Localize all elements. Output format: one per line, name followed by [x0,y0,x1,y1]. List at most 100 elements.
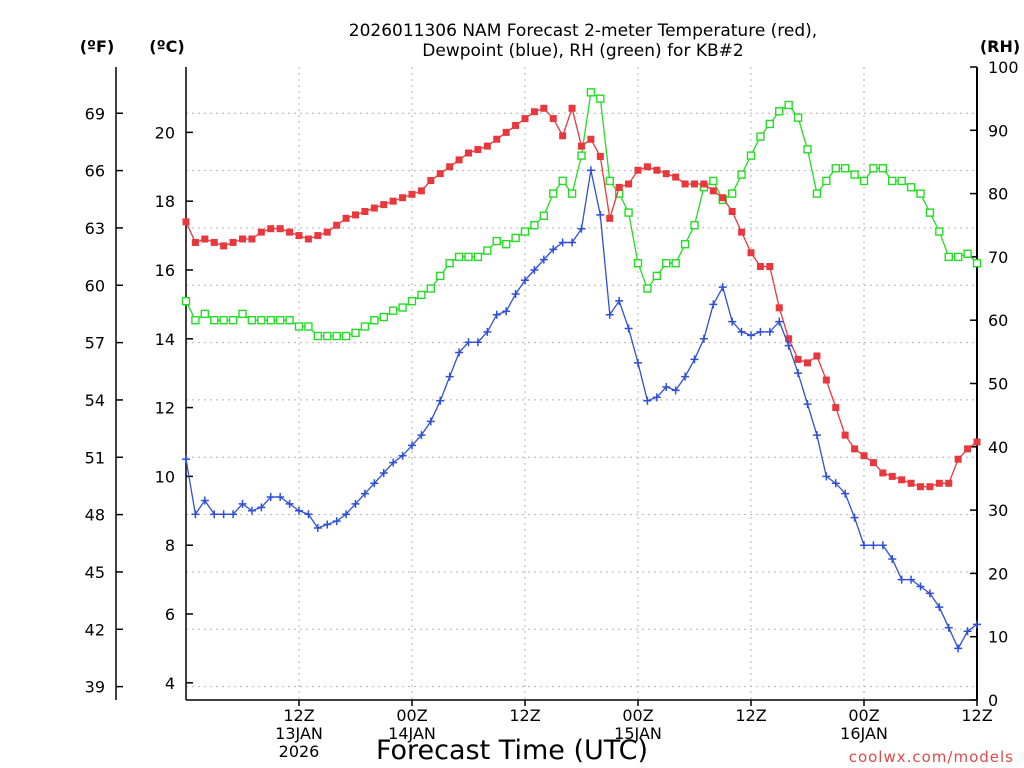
dewpoint-point [652,393,661,402]
temperature-point [417,187,425,195]
fahrenheit-tick-label: 66 [85,162,105,181]
rh-point [549,189,558,198]
dewpoint-point [436,396,445,405]
temperature-point [493,135,501,143]
rh-tick-label: 80 [988,185,1008,204]
dewpoint-point [568,238,577,247]
rh-tick-label: 50 [988,375,1008,394]
temperature-point [775,304,783,312]
rh-point [388,306,398,315]
rh-point [520,227,530,236]
rh-point [709,176,718,186]
rh-point [859,176,869,186]
fahrenheit-tick-label: 45 [85,563,105,582]
dewpoint-point [549,245,558,254]
temperature-point [935,479,943,487]
rh-tick-label: 0 [988,691,998,710]
temperature-point [455,156,463,164]
celsius-tick-label: 12 [155,399,175,418]
fahrenheit-tick-label: 54 [85,391,105,410]
dewpoint-point [530,265,539,274]
rh-tick-label: 100 [988,58,1019,77]
fahrenheit-tick-label: 51 [85,448,105,467]
rh-point [596,94,605,103]
dewpoint-point [295,506,303,515]
dewpoint-point [662,382,671,391]
dewpoint-point [379,468,388,477]
rh-point [417,290,426,300]
rh-point [398,303,407,312]
dewpoint-point [728,317,737,326]
rh-point [869,164,878,173]
temperature-point [408,190,416,198]
temperature-point [483,142,491,150]
dewpoint-point [681,372,690,381]
rh-point [916,189,925,198]
temperature-point [851,445,859,453]
rh-point [944,252,953,262]
temperature-point [606,214,614,222]
temperature-point [380,201,388,209]
temperature-point [239,235,246,243]
rh-point [935,227,944,236]
celsius-unit-label: (ºC) [149,37,184,56]
rh-point [605,176,614,186]
dewpoint-point [794,369,803,378]
title-line-1: 2026011306 NAM Forecast 2-meter Temperat… [349,21,817,41]
x-tick-label: 15JAN [614,724,662,743]
celsius-tick-label: 14 [155,330,175,349]
temperature-point [549,115,557,123]
dewpoint-point [718,283,727,292]
rh-point [407,297,417,306]
temperature-point [530,108,538,116]
temperature-point [182,218,190,226]
temperature-point [766,263,774,271]
rh-point [351,328,360,338]
rh-point [238,309,247,319]
dewpoint-point [954,644,963,653]
temperature-point [512,121,520,129]
rh-point [756,132,765,141]
dewpoint-point [888,554,897,563]
dewpoint-point [210,510,219,519]
dewpoint-point [473,338,482,347]
x-tick-label: 14JAN [388,724,436,743]
dewpoint-point [973,620,981,629]
temperature-line [185,106,978,488]
rh-point [737,170,746,179]
rh-point [746,151,756,160]
rh-point [972,259,982,268]
temperature-point [879,469,887,477]
dewpoint-point [455,348,464,357]
rh-point [775,107,784,116]
temperature-point [756,263,764,271]
rh-point [464,252,473,262]
rh-point [379,312,388,322]
dewpoint-point [831,479,840,488]
dewpoint-point [313,523,322,532]
rh-point [633,259,643,268]
rh-point [671,259,680,268]
temperature-point [907,479,915,487]
celsius-tick-label: 6 [165,605,175,624]
rh-point [822,176,831,186]
rh-tick-label: 10 [988,628,1008,647]
temperature-point [634,166,642,174]
celsius-tick-label: 4 [165,674,175,693]
dewpoint-point [878,541,887,550]
dewpoint-point [860,541,868,550]
temperature-point [917,483,924,491]
rh-point [454,252,464,262]
temperature-point [662,170,670,178]
dewpoint-point [304,510,313,519]
dewpoint-point [257,503,266,512]
dewpoint-point [360,489,369,498]
dewpoint-point [200,496,209,505]
dewpoint-point [558,238,567,247]
dewpoint-point [803,400,812,409]
temperature-point [201,235,209,243]
temperature-point [210,238,218,246]
dewpoint-point [229,510,238,519]
dewpoint-point [464,338,473,347]
